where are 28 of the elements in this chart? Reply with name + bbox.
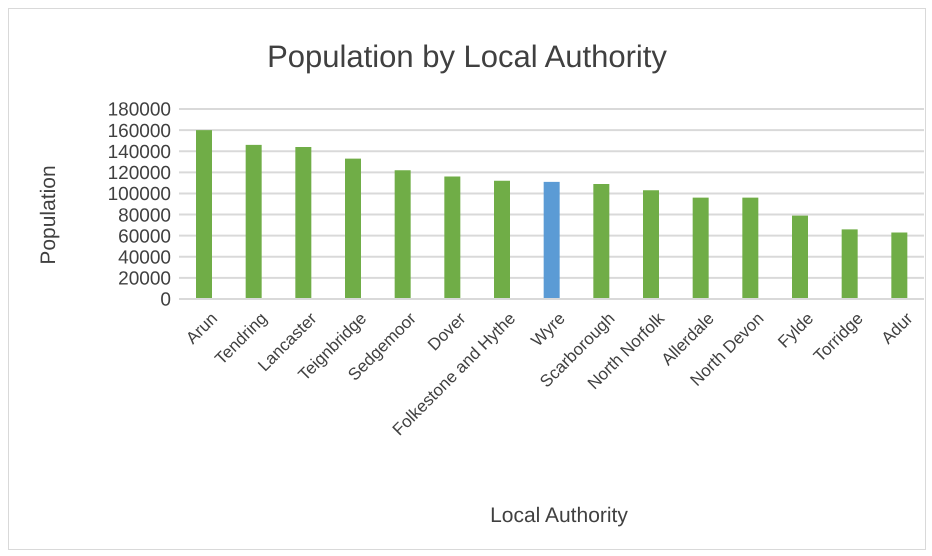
y-tick-label: 120000: [108, 163, 171, 184]
bar: [842, 229, 858, 299]
bar: [295, 147, 312, 299]
y-tick-label: 100000: [108, 184, 171, 206]
bar: [345, 158, 361, 299]
y-tick-label: 80000: [118, 205, 171, 226]
y-tick-label: 180000: [108, 100, 171, 121]
y-tick-label: 60000: [118, 226, 171, 248]
bar: [544, 182, 560, 299]
y-tick-label: 40000: [118, 248, 171, 269]
bar: [494, 180, 510, 299]
bar: [792, 216, 808, 299]
bar: [394, 170, 411, 299]
bar: [444, 176, 460, 299]
y-axis-title: Population: [37, 165, 61, 265]
y-tick-label: 20000: [118, 268, 171, 290]
bar: [593, 184, 610, 299]
y-tick-label: 160000: [108, 120, 171, 142]
y-tick-label: 0: [160, 290, 171, 311]
bar: [196, 130, 212, 299]
bar: [246, 144, 262, 299]
chart-title: Population by Local Authority: [266, 39, 668, 75]
bar: [742, 198, 758, 299]
bar: [891, 232, 908, 299]
bar: [692, 198, 709, 299]
y-tick-label: 140000: [108, 142, 171, 163]
x-axis-title: Local Authority: [489, 504, 629, 528]
bar: [643, 190, 659, 299]
